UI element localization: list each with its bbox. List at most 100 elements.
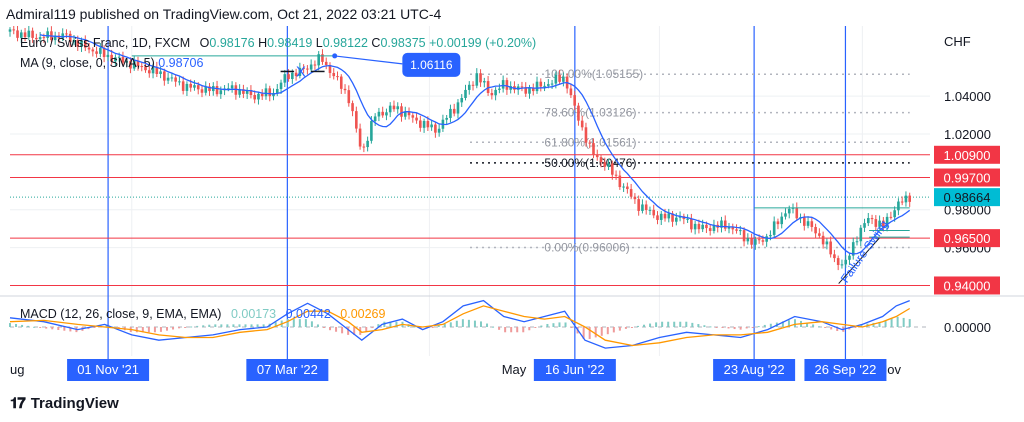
candle-body xyxy=(656,215,659,220)
macd-histogram-bar xyxy=(679,321,682,327)
macd-signal-value: 0.00269 xyxy=(340,307,386,321)
candle-body xyxy=(347,90,351,104)
candle-body xyxy=(900,201,904,203)
macd-histogram-bar xyxy=(208,324,211,327)
macd-histogram-bar xyxy=(353,327,356,335)
macd-histogram-bar xyxy=(582,327,585,339)
candle-body xyxy=(38,37,42,40)
chart-svg[interactable]: 100.00%(1.05155) 78.60%(1.03126) 61.80%(1.… xyxy=(0,24,1024,390)
candle-body xyxy=(626,186,629,190)
candle-body xyxy=(419,120,422,128)
candle-body xyxy=(761,240,765,242)
candle-body xyxy=(675,217,678,222)
candle-body xyxy=(227,88,230,90)
macd-histogram-bar xyxy=(190,326,193,328)
candle-body xyxy=(479,73,482,83)
candle-body xyxy=(618,175,622,188)
macd-histogram-bar xyxy=(757,326,760,328)
candle-body xyxy=(750,238,753,245)
candle-body xyxy=(324,61,328,65)
candle-body xyxy=(547,84,550,86)
macd-histogram-bar xyxy=(739,327,742,330)
candle-body xyxy=(196,85,200,90)
level-price-label: 0.94000 xyxy=(944,278,991,293)
publisher-line: Admiral119 published on TradingView.com,… xyxy=(6,6,442,22)
candle-body xyxy=(795,207,799,219)
candle-body xyxy=(765,236,768,242)
candle-body xyxy=(554,74,558,84)
macd-legend[interactable]: MACD (12, 26, close, 9, EMA, EMA) 0.0017… xyxy=(20,307,385,321)
macd-histogram-bar xyxy=(486,323,489,327)
candle-body xyxy=(328,64,332,74)
symbol-legend[interactable]: Euro / Swiss Franc, 1D, FXCM O0.98176 H0… xyxy=(20,36,536,50)
candle-body xyxy=(355,111,358,129)
candle-body xyxy=(147,70,151,74)
macd-histogram-bar xyxy=(413,326,416,328)
candle-body xyxy=(279,82,283,89)
candle-body xyxy=(464,89,467,98)
candle-body xyxy=(170,77,174,79)
candle-body xyxy=(260,93,264,97)
candle-body xyxy=(238,89,241,95)
candle-body xyxy=(693,223,697,230)
candle-body xyxy=(723,220,727,229)
macd-histogram-bar xyxy=(836,327,839,332)
macd-histogram-bar xyxy=(872,322,875,327)
candle-body xyxy=(739,230,742,232)
candle-body xyxy=(599,157,603,163)
candle-body xyxy=(370,121,373,141)
macd-histogram-bar xyxy=(830,327,833,330)
date-marker-tag xyxy=(246,359,329,381)
macd-histogram-bar xyxy=(769,323,772,327)
candle-body xyxy=(106,54,110,58)
macd-histogram-bar xyxy=(9,323,11,327)
candle-body xyxy=(144,66,147,71)
candle-body xyxy=(253,95,256,100)
candle-body xyxy=(302,67,305,69)
candle-body xyxy=(614,174,618,176)
callout-label: 1.06116 xyxy=(410,58,453,72)
macd-zero-label: 0.00000 xyxy=(944,320,991,335)
macd-histogram-bar xyxy=(715,327,718,328)
candle-body xyxy=(72,40,76,43)
macd-histogram-bar xyxy=(636,325,639,327)
macd-histogram-bar xyxy=(135,327,138,333)
candle-body xyxy=(814,226,817,234)
candle-body xyxy=(776,221,780,225)
macd-histogram-bar xyxy=(165,327,168,331)
macd-histogram-bar xyxy=(733,327,736,330)
candle-body xyxy=(505,80,509,90)
low-label: L xyxy=(315,36,323,50)
tradingview-footer[interactable]: 𝟏𝟕 TradingView xyxy=(10,395,119,412)
macd-histogram-bar xyxy=(721,327,724,328)
close-label: C xyxy=(371,36,381,50)
candle-body xyxy=(851,242,855,256)
x-marker-label: X xyxy=(296,63,306,80)
ma-legend[interactable]: MA (9, close, 0, SMA, 5) 0.98706 xyxy=(20,56,203,70)
macd-histogram-bar xyxy=(787,320,790,327)
candle-body xyxy=(53,35,57,41)
candle-body xyxy=(569,88,573,96)
vertical-markers xyxy=(107,26,847,362)
candle-body xyxy=(584,127,588,143)
level-price-label: 1.00900 xyxy=(944,148,991,163)
macd-histogram-bar xyxy=(824,327,827,328)
macd-histogram-bar xyxy=(159,327,162,332)
macd-histogram-bar xyxy=(335,327,338,332)
candle-body xyxy=(611,163,614,175)
candle-body xyxy=(690,218,693,230)
macd-histogram-bar xyxy=(69,327,72,332)
fib-level-label: 61.80%(1.01561) xyxy=(544,135,636,149)
high-value: 0.98419 xyxy=(267,36,313,50)
candle-body xyxy=(531,87,535,92)
macd-histogram-bar xyxy=(322,327,325,328)
candle-body xyxy=(381,111,384,116)
macd-histogram-bar xyxy=(256,324,259,327)
candle-body xyxy=(110,54,113,62)
candle-body xyxy=(208,86,211,92)
macd-histogram-bar xyxy=(298,319,301,327)
high-label: H xyxy=(258,36,268,50)
macd-histogram-bar xyxy=(534,327,537,328)
chart-area[interactable]: 100.00%(1.05155) 78.60%(1.03126) 61.80%(1.… xyxy=(0,24,1024,390)
